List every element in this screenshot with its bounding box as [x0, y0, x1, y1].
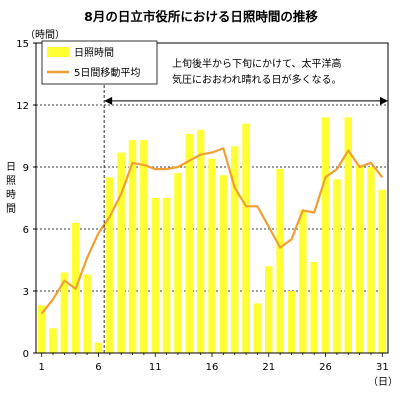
bar	[128, 140, 137, 353]
x-tick-label: 26	[319, 362, 332, 373]
annotation-text-line: 上旬後半から下旬にかけて、太平洋高	[172, 57, 342, 70]
bar	[83, 274, 91, 353]
annotation-arrow-right	[380, 96, 388, 105]
bar	[299, 210, 307, 353]
bar	[162, 198, 171, 353]
bar	[242, 123, 250, 353]
x-tick-label: 11	[149, 362, 162, 373]
y-axis-label: 日照時間	[6, 162, 16, 215]
bar	[140, 140, 148, 353]
bar	[174, 173, 182, 353]
bar	[367, 167, 375, 353]
legend-bar-label: 日照時間	[74, 47, 114, 59]
y-tick-label: 15	[16, 39, 29, 50]
x-tick-label: 31	[376, 362, 389, 373]
moving-average-line	[40, 147, 384, 315]
bar	[208, 158, 216, 353]
bar	[355, 164, 364, 353]
y-axis-label-char: 照	[6, 175, 16, 187]
y-tick-label: 0	[23, 349, 29, 360]
bar	[253, 303, 262, 353]
bar	[287, 291, 296, 353]
x-tick-label: 16	[206, 362, 219, 373]
legend-bar-swatch	[47, 47, 69, 57]
line-series	[40, 147, 384, 315]
y-tick-label: 12	[16, 101, 29, 112]
bar	[94, 342, 103, 353]
y-tick-label: 6	[23, 225, 29, 236]
chart-title: 8月の日立市役所における日照時間の推移	[84, 9, 318, 24]
bar	[276, 169, 284, 353]
bar	[321, 117, 330, 354]
bar	[151, 198, 159, 353]
bar	[117, 152, 125, 353]
bar	[49, 328, 57, 353]
y-axis-label-char: 日	[6, 162, 16, 173]
y-tick-label: 3	[23, 287, 29, 298]
bar-series	[37, 117, 387, 354]
y-tick-label: 9	[23, 163, 29, 174]
bar	[344, 117, 353, 354]
bar	[106, 177, 114, 353]
bar	[60, 272, 69, 353]
x-axis-unit: （日）	[368, 376, 398, 388]
legend: 日照時間 5日間移動平均	[41, 40, 158, 85]
annotation-text-line: 気圧におおわれ晴れる日が多くなる。	[172, 73, 342, 86]
axes	[33, 42, 389, 357]
y-axis-label-char: 間	[6, 203, 16, 215]
annotation-arrow-left	[104, 96, 113, 105]
x-tick-label: 1	[38, 362, 44, 373]
bar	[310, 262, 318, 353]
y-axis-label-char: 時	[6, 189, 16, 201]
x-tick-label: 6	[95, 362, 101, 373]
bar	[265, 266, 273, 353]
bar	[333, 179, 341, 353]
bar	[219, 175, 228, 353]
bar	[230, 146, 239, 353]
bar	[37, 305, 46, 353]
bar	[185, 133, 194, 353]
x-tick-label: 21	[262, 362, 275, 373]
bar	[196, 129, 205, 353]
legend-line-label: 5日間移動平均	[74, 66, 140, 79]
bar	[378, 189, 387, 353]
y-axis-unit: （時間）	[25, 29, 65, 41]
